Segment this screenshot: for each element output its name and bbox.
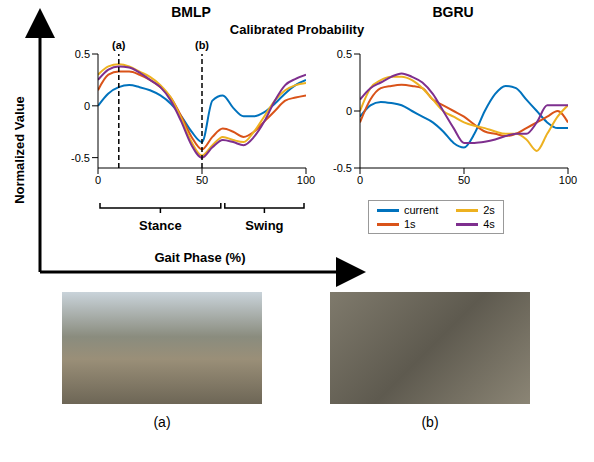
svg-text:0: 0 — [357, 174, 363, 186]
svg-text:0.5: 0.5 — [337, 48, 352, 60]
html-text:BGRU: BGRU — [432, 4, 474, 20]
html-text:1s: 1s — [404, 218, 416, 230]
svg-text:50: 50 — [458, 174, 470, 186]
html-text:current: current — [404, 204, 439, 216]
svg-text:0: 0 — [84, 100, 90, 112]
svg-text:0: 0 — [95, 174, 101, 186]
svg-text:50: 50 — [196, 174, 208, 186]
svg-text:-0.5: -0.5 — [333, 162, 352, 174]
svg-text:0: 0 — [346, 105, 352, 117]
html-text:BMLP: BMLP — [171, 4, 211, 20]
svg-text:Gait Phase (%): Gait Phase (%) — [154, 250, 245, 265]
svg-text:(a): (a) — [112, 39, 126, 51]
html-text:4s: 4s — [483, 218, 495, 230]
svg-text:0.5: 0.5 — [75, 48, 90, 60]
svg-text:Stance: Stance — [139, 218, 182, 233]
svg-text:-0.5: -0.5 — [71, 152, 90, 164]
html-text:Calibrated Probability: Calibrated Probability — [229, 22, 365, 37]
svg-text:100: 100 — [559, 174, 577, 186]
html-text:(b): (b) — [421, 414, 439, 430]
svg-text:Swing: Swing — [245, 218, 283, 233]
svg-text:(b): (b) — [195, 39, 209, 51]
svg-text:100: 100 — [297, 174, 315, 186]
svg-text:Normalized Value: Normalized Value — [12, 96, 27, 204]
html-text:(a): (a) — [153, 414, 171, 430]
html-text:2s: 2s — [483, 204, 495, 216]
